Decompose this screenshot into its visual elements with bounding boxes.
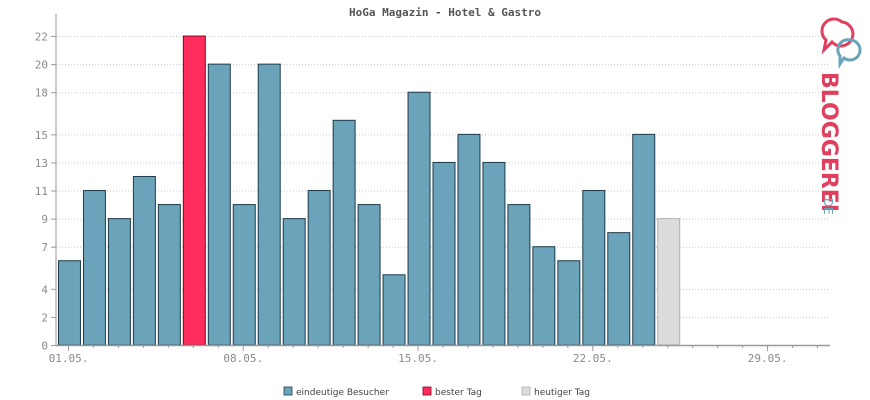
- bloggerei-logo: BLOGGEREI .DE: [816, 17, 862, 215]
- bar-visitors: [407, 91, 431, 346]
- y-tick-label: 9: [41, 213, 48, 226]
- y-tick-label: 4: [41, 283, 48, 296]
- y-tick-label: 0: [41, 340, 48, 353]
- x-tick-label: 29.05.: [748, 352, 788, 365]
- x-tick-label: 08.05.: [223, 352, 263, 365]
- logo-icon: [820, 17, 862, 69]
- y-tick-label: 15: [35, 129, 48, 142]
- logo-wordmark: BLOGGEREI: [816, 72, 841, 212]
- bar-visitors: [132, 175, 156, 346]
- bar-visitors: [207, 63, 231, 346]
- legend: eindeutige Besucher bester Tag heutiger …: [283, 386, 590, 398]
- bar-visitors: [157, 204, 181, 346]
- bar-visitors: [232, 204, 256, 346]
- legend-label-today: heutiger Tag: [534, 388, 590, 398]
- bar-visitors: [107, 218, 131, 346]
- y-tick-label: 2: [41, 311, 48, 324]
- bar-visitors: [482, 161, 506, 346]
- bar-visitors: [357, 204, 381, 346]
- bar-visitors: [332, 119, 356, 346]
- logo-suffix: .DE: [821, 194, 835, 215]
- bars: [58, 35, 681, 346]
- chart-title: HoGa Magazin - Hotel & Gastro: [349, 6, 541, 19]
- y-axis-ticks: 0 2 4 7 9 11 13 15 18 20 22: [35, 31, 56, 353]
- y-tick-label: 11: [35, 185, 48, 198]
- bar-visitors: [457, 133, 481, 346]
- legend-swatch-best: [422, 386, 432, 396]
- bar-visitors: [307, 190, 331, 346]
- bar-visitors: [582, 190, 606, 346]
- bar-visitors: [557, 260, 581, 346]
- legend-label-visitors: eindeutige Besucher: [296, 388, 389, 398]
- bar-visitors: [382, 274, 406, 346]
- bar-visitors: [58, 260, 81, 346]
- y-tick-label: 13: [35, 157, 48, 170]
- bar-visitors: [607, 232, 631, 346]
- bar-visitors: [82, 190, 106, 346]
- x-tick-label: 01.05.: [49, 352, 89, 365]
- y-tick-label: 20: [35, 59, 48, 72]
- legend-swatch-visitors: [283, 386, 293, 396]
- bar-visitors: [532, 246, 556, 346]
- bar-today: [657, 218, 681, 346]
- bar-visitors: [632, 133, 656, 346]
- legend-swatch-today: [521, 386, 531, 396]
- y-tick-label: 22: [35, 31, 48, 44]
- bar-visitors: [282, 218, 306, 346]
- legend-label-best: bester Tag: [435, 388, 482, 398]
- x-tick-label: 22.05.: [573, 352, 613, 365]
- y-tick-label: 18: [35, 87, 48, 100]
- x-axis-ticks: 01.05. 08.05. 15.05. 22.05. 29.05.: [49, 345, 819, 365]
- bar-visitors: [257, 63, 281, 346]
- y-tick-label: 7: [41, 241, 48, 254]
- bar-visitors: [432, 161, 456, 346]
- bar-best-day: [182, 35, 206, 346]
- x-tick-label: 15.05.: [398, 352, 438, 365]
- bar-visitors: [507, 204, 531, 346]
